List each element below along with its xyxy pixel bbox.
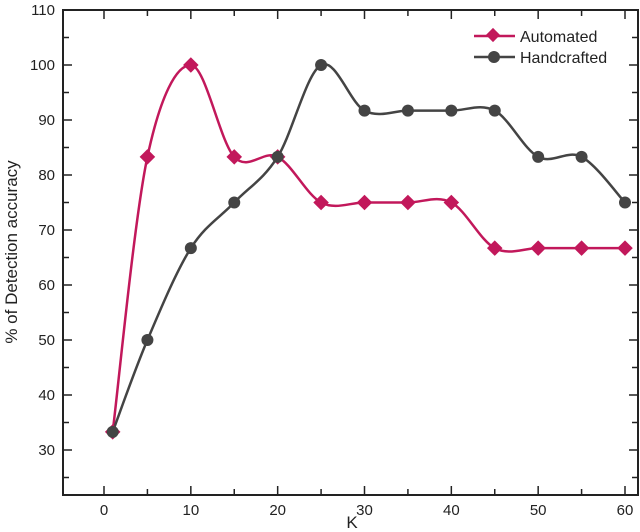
y-tick-label: 30	[38, 442, 55, 459]
circle-marker-icon	[358, 104, 371, 117]
diamond-marker-icon	[400, 194, 416, 211]
circle-marker-icon	[488, 104, 501, 117]
x-axis-title: K	[346, 513, 358, 532]
diamond-marker-icon	[486, 240, 503, 256]
circle-marker-icon	[271, 150, 284, 163]
axes: 0 10 20 30 40 50 60 30 40 50 60 70 80 90 100 110	[30, 2, 639, 519]
plot-frame	[62, 9, 639, 496]
x-tick-label: 40	[443, 502, 460, 519]
x-tick-label: 60	[617, 502, 634, 519]
diamond-marker-icon	[573, 240, 590, 256]
y-tick-label: 90	[38, 112, 55, 129]
diamond-marker-icon	[356, 194, 373, 211]
x-tick-label: 20	[269, 502, 286, 519]
diamond-marker-icon	[617, 240, 633, 256]
legend-handcrafted-label: Handcrafted	[520, 50, 607, 67]
y-tick-label: 110	[31, 2, 55, 19]
legend-diamond-icon	[485, 27, 501, 43]
x-tick-label: 10	[182, 502, 199, 519]
x-tick-label: 0	[100, 502, 108, 519]
diamond-marker-icon	[226, 149, 243, 165]
circle-marker-icon	[141, 334, 154, 346]
diamond-marker-icon	[530, 240, 546, 256]
y-tick-label: 40	[38, 387, 55, 404]
circle-marker-icon	[445, 104, 458, 117]
y-tick-label: 70	[38, 222, 55, 239]
x-tick-label: 50	[530, 502, 547, 519]
circle-marker-icon	[532, 150, 545, 163]
y-tick-label: 60	[38, 277, 55, 294]
x-tick-label: 30	[356, 502, 373, 519]
circle-marker-icon	[184, 242, 197, 255]
y-axis-title: % of Detection accuracy	[2, 160, 21, 344]
legend-automated-label: Automated	[520, 29, 597, 46]
circle-marker-icon	[315, 59, 328, 71]
legend-circle-icon	[488, 51, 500, 63]
diamond-marker-icon	[139, 149, 156, 165]
diamond-marker-icon	[183, 57, 199, 73]
diamond-marker-icon	[313, 194, 329, 211]
circle-marker-icon	[106, 425, 119, 438]
circle-marker-icon	[401, 104, 414, 117]
circle-marker-icon	[575, 150, 588, 163]
diamond-marker-icon	[443, 194, 460, 211]
plot-area	[104, 57, 633, 440]
circle-marker-icon	[228, 196, 241, 209]
y-tick-label: 80	[38, 167, 55, 184]
y-tick-label: 50	[38, 332, 55, 349]
legend: Automated Handcrafted	[474, 27, 607, 67]
circle-marker-icon	[619, 196, 631, 209]
y-tick-label: 100	[30, 57, 55, 74]
